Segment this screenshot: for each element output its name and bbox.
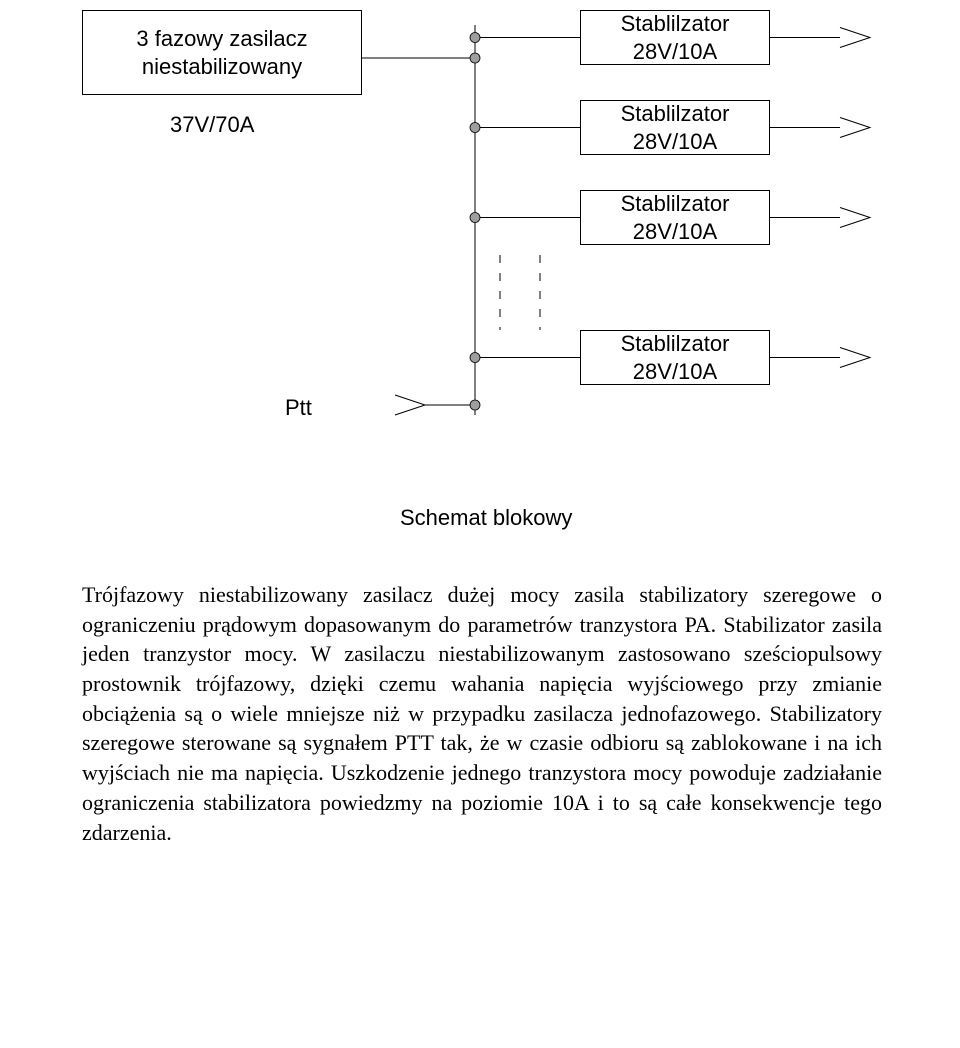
body-paragraph: Trójfazowy niestabilizowany zasilacz duż… — [82, 580, 882, 847]
caption-text: Schemat blokowy — [400, 505, 572, 530]
psu-box: 3 fazowy zasilacz niestabilizowany — [82, 10, 362, 95]
stab-1-l2: 28V/10A — [633, 128, 717, 156]
psu-sub-text: 37V/70A — [170, 112, 254, 137]
stabilizer-box-0: Stablilzator 28V/10A — [580, 10, 770, 65]
psu-sub-label: 37V/70A — [170, 112, 254, 138]
psu-label-1: 3 fazowy zasilacz — [136, 25, 307, 53]
stabilizer-box-3: Stablilzator 28V/10A — [580, 330, 770, 385]
stab-2-l1: Stablilzator — [621, 190, 730, 218]
ptt-text: Ptt — [285, 395, 312, 420]
stab-2-l2: 28V/10A — [633, 218, 717, 246]
stab-1-l1: Stablilzator — [621, 100, 730, 128]
psu-label-2: niestabilizowany — [142, 53, 302, 81]
ptt-label: Ptt — [285, 395, 312, 421]
stabilizer-box-1: Stablilzator 28V/10A — [580, 100, 770, 155]
diagram-caption: Schemat blokowy — [400, 505, 572, 531]
stabilizer-box-2: Stablilzator 28V/10A — [580, 190, 770, 245]
body-text-span: Trójfazowy niestabilizowany zasilacz duż… — [82, 582, 882, 845]
stab-0-l2: 28V/10A — [633, 38, 717, 66]
stab-3-l1: Stablilzator — [621, 330, 730, 358]
block-diagram: 3 fazowy zasilacz niestabilizowany 37V/7… — [0, 0, 960, 490]
stab-0-l1: Stablilzator — [621, 10, 730, 38]
stab-3-l2: 28V/10A — [633, 358, 717, 386]
